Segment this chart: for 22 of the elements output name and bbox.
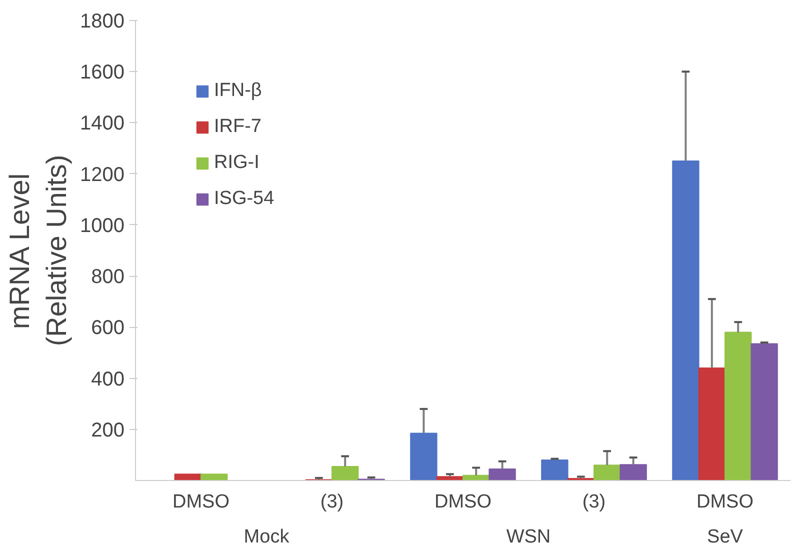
y-tick-label: 200 [91, 419, 125, 442]
y-tick-label: 800 [91, 266, 125, 288]
y-tick-label: 1800 [80, 10, 125, 32]
legend-label: IFN-β [214, 80, 262, 102]
x-tick-label: DMSO [434, 492, 492, 512]
x-tick-label: (3) [320, 492, 344, 512]
legend-label: ISG-54 [214, 188, 274, 210]
text: SeV [707, 526, 744, 548]
legend-label: IRF-7 [214, 116, 262, 138]
legend-label: RIG-I [214, 152, 260, 174]
y-tick-label: 400 [91, 368, 125, 390]
y-tick-label: 1600 [80, 62, 125, 84]
y-tick-label: 600 [91, 317, 125, 340]
y-tick-label: 1400 [80, 112, 125, 135]
x-tick-label: (3) [582, 492, 606, 512]
y-tick-label: 1000 [80, 214, 125, 237]
x-tick-label: DMSO [696, 492, 754, 512]
x-tick-label: DMSO [172, 492, 230, 512]
y-axis-title: mRNA Level (Relative Units) [4, 154, 72, 346]
y-tick-label: 1200 [80, 164, 125, 186]
text: WSN [506, 526, 551, 548]
text: Mock [244, 526, 290, 548]
